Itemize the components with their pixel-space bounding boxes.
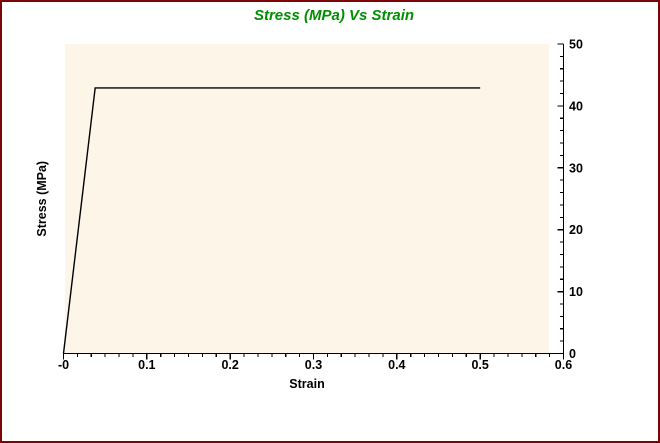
x-tick-label: 0.5 (471, 358, 488, 372)
data-series-line (62, 87, 481, 354)
chart-title: Stress (MPa) Vs Strain (254, 7, 414, 24)
x-tick-label: 0.6 (555, 358, 572, 372)
x-tick-label: -0 (58, 358, 69, 372)
x-tick-label: 0.4 (388, 358, 405, 372)
x-tick-label: 0.2 (221, 358, 238, 372)
ticks-group: -0 0.1 0.2 0.3 0.4 0.5 0.60 10 20 30 40 50 (58, 38, 583, 373)
y-tick-label: 10 (569, 285, 583, 299)
y-tick-label: 20 (569, 223, 583, 237)
x-tick-label: 0.3 (305, 358, 322, 372)
x-axis-label: Strain (289, 377, 324, 391)
y-tick-label: 50 (569, 38, 583, 52)
plot-background (65, 44, 549, 354)
y-tick-label: 40 (569, 99, 583, 113)
series-group (62, 87, 481, 354)
y-tick-label: 0 (569, 347, 576, 361)
y-axis-label: Stress (MPa) (35, 161, 49, 237)
y-tick-label: 30 (569, 161, 583, 175)
x-tick-label: 0.1 (138, 358, 155, 372)
